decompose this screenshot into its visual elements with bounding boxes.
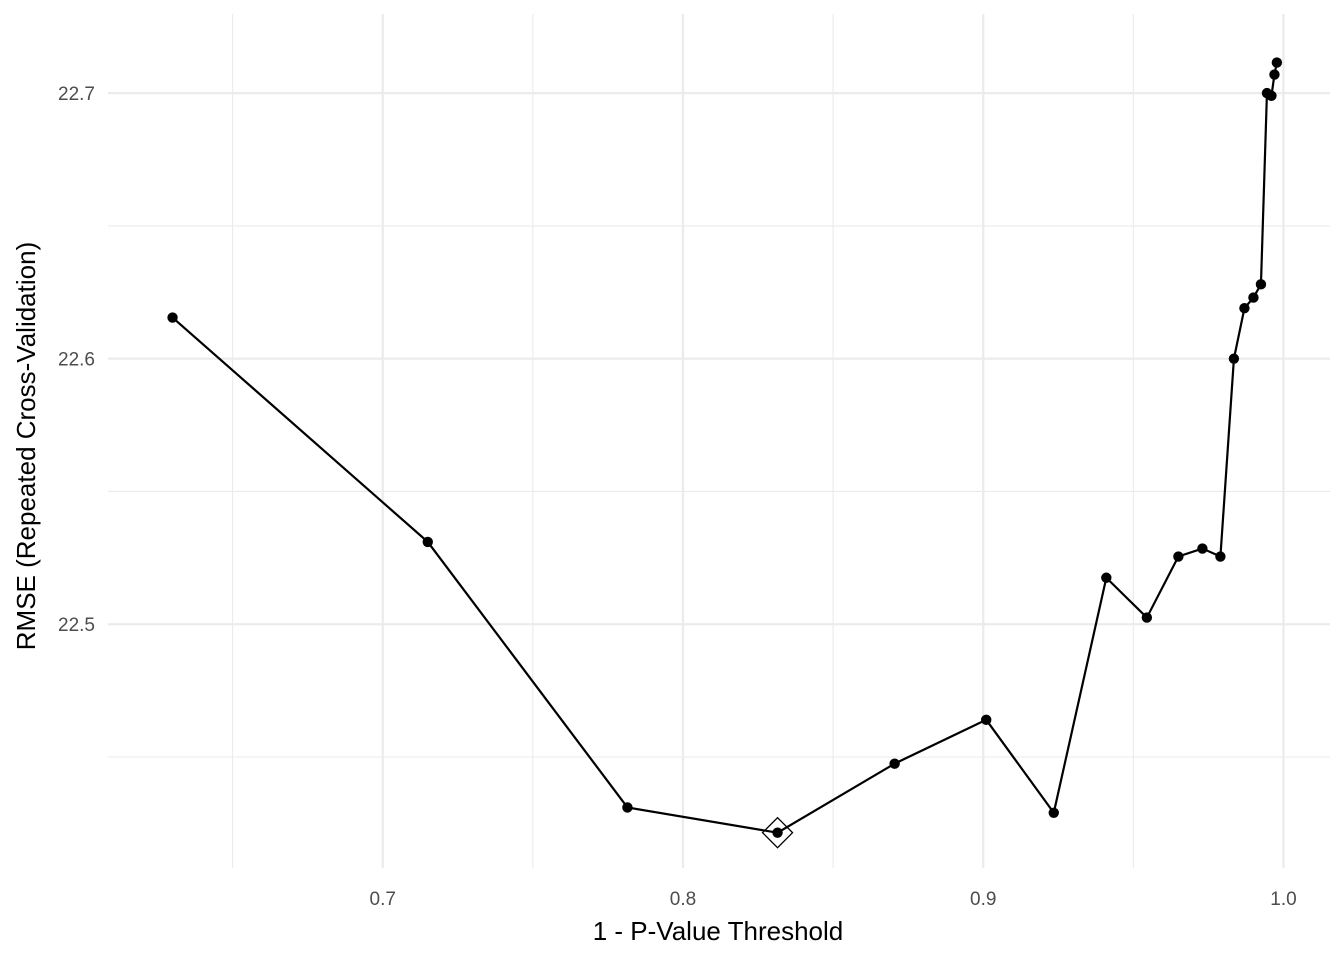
data-point (1141, 612, 1153, 623)
data-point (1271, 57, 1283, 68)
x-tick-label: 0.7 (370, 889, 396, 910)
data-point (622, 802, 633, 813)
data-point (1101, 572, 1112, 583)
x-tick-label: 1.0 (1270, 889, 1296, 910)
data-point (1173, 551, 1184, 562)
data-point (1048, 807, 1059, 818)
data-point (1197, 543, 1208, 554)
y-tick-label: 22.5 (58, 615, 95, 636)
y-tick-label: 22.7 (58, 84, 95, 105)
x-tick-label: 0.9 (970, 889, 996, 910)
data-point (1269, 69, 1280, 80)
data-point (772, 827, 783, 838)
data-point (1266, 90, 1277, 101)
y-axis-title: RMSE (Repeated Cross-Validation) (11, 242, 41, 650)
ticks-layer: 0.7 0.8 0.9 1.0 22.5 22.6 22.7 (58, 84, 1297, 910)
data-point (1239, 303, 1250, 314)
data-point (981, 714, 992, 726)
data-point (1215, 551, 1226, 562)
y-tick-label: 22.6 (58, 350, 95, 371)
data-point (167, 312, 178, 323)
data-point (1228, 353, 1240, 364)
series-layer (171, 62, 1278, 834)
data-point (422, 536, 433, 548)
data-point (889, 758, 900, 769)
data-point (1248, 292, 1259, 303)
best-point-diamond-marker (761, 816, 794, 849)
x-axis-title: 1 - P-Value Threshold (593, 916, 844, 946)
series-line (171, 62, 1278, 834)
points-layer (167, 57, 1283, 849)
grid-layer (108, 14, 1330, 868)
x-tick-label: 0.8 (670, 889, 696, 910)
data-point (1255, 279, 1267, 290)
